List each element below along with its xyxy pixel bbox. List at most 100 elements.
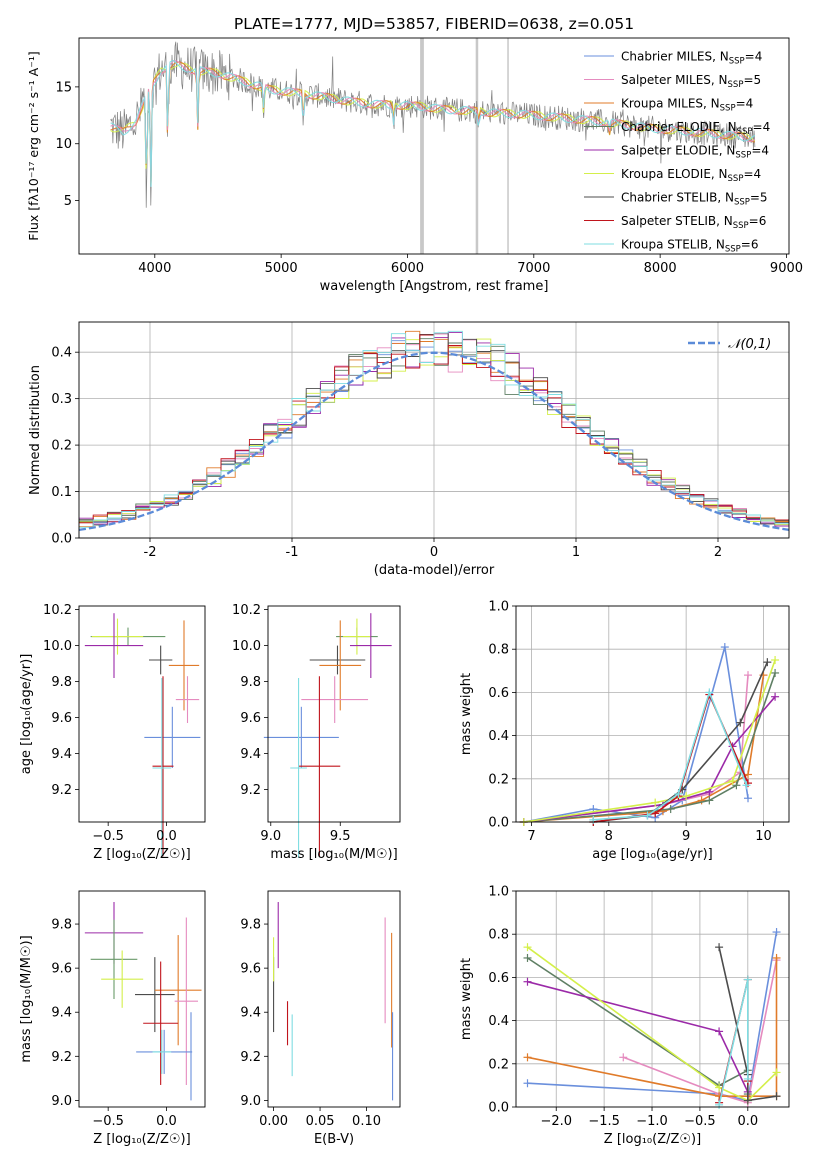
age-vs-Z-errorbar [168,620,200,711]
weight-vs-age-ytick-label: 0.6 [488,686,509,701]
age-vs-Z-errorbar [152,678,172,858]
age-vs-mass-panel: 9.0 9.5 9.2 9.4 9.6 9.8 10.0 10.2 mass [log₁₀(M… [232,603,401,862]
mass-vs-ebv-ytick-label: 9.0 [240,1094,261,1109]
weight-vs-Z-xtick-label: 0.0 [737,1114,758,1129]
legend-label: Kroupa ELODIE, NSSP=4 [621,167,761,184]
mass-vs-Z-ytick-label: 9.0 [51,1094,72,1109]
weight-vs-Z-point-marker [715,1100,724,1109]
weight-vs-age-xtick-label: 10 [755,829,772,844]
residuals-xtick-label: 0 [430,545,438,560]
age-vs-mass-ytick-label: 10.0 [232,639,261,654]
mass-vs-Z-ytick-label: 9.6 [51,962,72,977]
weight-vs-age-xlabel: age [log₁₀(age/yr)] [592,847,713,862]
residuals-xtick-label: -2 [144,545,157,560]
spectrum-xlabel: wavelength [Angstrom, rest frame] [320,279,549,294]
mass-vs-ebv-xtick-label: 0.05 [306,1114,335,1129]
weight-vs-Z-series-line [527,946,778,1102]
mass-vs-ebv-frame [267,890,401,1108]
weight-vs-age-point-marker [728,776,737,785]
spectrum-ytick-label: 5 [64,194,72,209]
weight-vs-age-point-marker [674,789,683,798]
weight-vs-age-point-marker [682,792,691,801]
legend-subscript: SSP [720,104,736,114]
legend-subscript: SSP [728,174,744,184]
spectrum-data-line [110,41,756,208]
spectrum-xtick-label: 4000 [138,261,171,276]
age-vs-Z-ylabel: age [log₁₀(age/yr)] [19,654,34,775]
weight-vs-age-series-line [523,672,776,823]
age-vs-mass-errorbar [301,676,369,723]
legend-label: Chabrier MILES, NSSP=4 [621,50,762,67]
weight-vs-Z-point-marker [715,943,724,952]
weight-vs-Z-ytick-label: 0.8 [488,928,509,943]
age-vs-mass-errorbar [349,613,392,678]
weight-vs-age-ytick-label: 1.0 [488,600,509,615]
spectrum-ytick-label: 15 [55,80,72,95]
legend-count: =4 [745,50,763,64]
weight-vs-age-xtick-label: 7 [527,829,535,844]
weight-vs-Z-series-line [527,980,749,1093]
legend-subscript: SSP [728,80,744,90]
residuals-histogram-step [79,330,789,528]
residuals-ytick-label: 0.4 [51,346,72,361]
weight-vs-age-grid [516,605,789,823]
weight-vs-Z-axes: −2.0 −1.5 −1.0 −0.5 0.0 0.0 0.2 0.4 0.6 0.8 1.0 [488,885,790,1129]
age-vs-Z-errorbar [149,645,173,675]
legend-label: Chabrier ELODIE, NSSP=4 [621,120,770,137]
legend-count: =5 [743,73,761,87]
weight-vs-Z-series-line [623,959,778,1104]
weight-vs-age-series-line [523,675,749,823]
mass-vs-Z-ylabel: mass [log₁₀(M/M☉)] [19,935,34,1062]
mass-vs-ebv-axes: 0.00 0.05 0.10 9.0 9.2 9.4 9.6 9.8 [240,890,401,1129]
legend-count: =6 [749,214,767,228]
weight-vs-Z-ytick-label: 1.0 [488,885,509,900]
weight-vs-Z-xtick-label: −1.5 [588,1114,620,1129]
age-vs-mass-series-layer [263,613,392,858]
weight-vs-Z-point-marker [523,953,532,962]
mass-vs-ebv-ytick-label: 9.4 [240,1006,261,1021]
spectrum-ytick-label: 10 [55,137,72,152]
mass-vs-Z-errorbar [135,957,175,1033]
spectrum-panel: 4000 5000 6000 7000 8000 9000 5 10 15 Chabrier M… [26,37,803,294]
weight-vs-Z-point-marker [772,928,781,937]
age-vs-mass-ytick-label: 9.4 [240,747,261,762]
legend-count: =4 [753,120,771,134]
spectrum-masked-region [475,38,479,254]
weight-vs-age-point-marker [744,794,753,803]
weight-vs-age-point-marker [732,781,741,790]
weight-vs-age-point-marker [589,815,598,824]
age-vs-Z-panel: −0.5 0.0 9.2 9.4 9.6 9.8 10.0 10.2 Z [log₁₀(Z/Z… [19,603,206,862]
weight-vs-Z-point-marker [743,1096,752,1105]
legend-count: =4 [736,97,754,111]
mass-vs-Z-ytick-label: 9.8 [51,918,72,933]
weight-vs-age-ytick-label: 0.8 [488,643,509,658]
age-vs-mass-errorbar [343,618,371,655]
weight-vs-Z-point-marker [715,1083,724,1092]
legend-label: Chabrier STELIB, NSSP=5 [621,191,768,208]
weight-vs-age-series-layer [519,643,780,826]
weight-vs-Z-point-marker [523,943,532,952]
weight-vs-age-point-marker [742,781,751,790]
weight-vs-age-panel: 7 8 9 10 0.0 0.2 0.4 0.6 0.8 1.0 age [log₁₀(age/y… [459,600,790,862]
age-vs-Z-frame [78,605,206,823]
weight-vs-Z-series-line [527,931,778,1102]
residuals-panel: -2 -1 0 1 2 0.0 0.1 0.2 0.3 0.4 𝒩(0,1) (data-mode… [28,321,790,578]
legend-subscript: SSP [729,57,745,67]
legend-label: Kroupa MILES, NSSP=4 [621,97,753,114]
mass-vs-Z-errorbar [101,950,144,1008]
residuals-legend: 𝒩(0,1) [688,337,771,352]
age-vs-mass-ytick-label: 9.8 [240,675,261,690]
residuals-frame [78,321,790,539]
weight-vs-age-point-marker [744,671,753,680]
weight-vs-age-point-marker [771,656,780,664]
weight-vs-Z-ytick-label: 0.4 [488,1014,509,1029]
mass-vs-ebv-panel: 0.00 0.05 0.10 9.0 9.2 9.4 9.6 9.8 E(B-V) [240,890,401,1147]
legend-count: =4 [751,144,769,158]
weight-vs-age-point-marker [720,643,729,652]
weight-vs-Z-point-marker [715,1027,724,1036]
weight-vs-Z-ytick-label: 0.0 [488,1101,509,1116]
legend-count: =6 [741,238,759,252]
legend-label: Salpeter STELIB, NSSP=6 [621,214,766,231]
age-vs-Z-ytick-label: 9.4 [51,747,72,762]
